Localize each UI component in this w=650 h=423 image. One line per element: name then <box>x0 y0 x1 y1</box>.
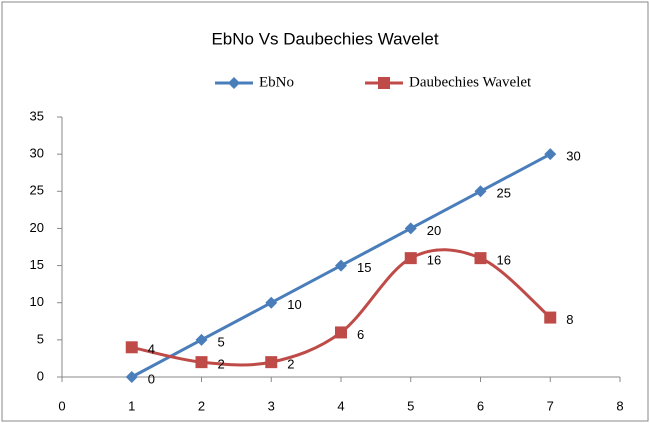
chart-title: EbNo Vs Daubechies Wavelet <box>211 29 438 48</box>
marker <box>474 185 487 198</box>
legend-marker <box>378 77 390 89</box>
data-label: 6 <box>357 327 364 342</box>
data-label: 5 <box>218 334 225 349</box>
marker <box>195 356 208 369</box>
data-label: 2 <box>287 357 294 372</box>
marker <box>125 341 138 354</box>
marker <box>404 222 417 235</box>
data-label: 16 <box>427 253 441 268</box>
data-label: 4 <box>148 342 155 357</box>
data-label: 16 <box>497 253 511 268</box>
x-tick-label: 8 <box>616 398 623 413</box>
x-tick-label: 2 <box>198 398 205 413</box>
y-tick-label: 10 <box>30 294 44 309</box>
x-tick-label: 3 <box>268 398 275 413</box>
marker <box>125 371 138 383</box>
marker <box>544 148 557 161</box>
data-label: 10 <box>287 297 301 312</box>
y-tick-label: 5 <box>37 331 44 346</box>
data-label: 0 <box>148 371 155 386</box>
marker <box>544 311 557 324</box>
y-tick-label: 20 <box>30 220 44 235</box>
y-tick-label: 25 <box>30 183 44 198</box>
x-tick-label: 0 <box>58 398 65 413</box>
marker <box>265 296 278 309</box>
data-label: 25 <box>497 186 511 201</box>
y-tick-label: 30 <box>30 146 44 161</box>
legend-marker <box>228 77 240 89</box>
x-tick-label: 7 <box>547 398 554 413</box>
data-label: 2 <box>218 357 225 372</box>
marker <box>335 326 347 339</box>
y-tick-label: 0 <box>37 368 44 383</box>
data-label: 15 <box>357 260 371 275</box>
legend-label: EbNo <box>259 74 294 90</box>
y-tick-label: 35 <box>30 108 44 123</box>
x-tick-label: 1 <box>128 398 135 413</box>
legend-label: Daubechies Wavelet <box>409 74 532 90</box>
data-label: 20 <box>427 223 441 238</box>
marker <box>474 252 487 265</box>
data-label: 30 <box>566 149 580 164</box>
marker <box>265 356 278 369</box>
y-tick-label: 15 <box>30 257 44 272</box>
x-tick-label: 4 <box>337 398 344 413</box>
data-label: 8 <box>566 312 573 327</box>
marker <box>335 259 347 272</box>
x-tick-label: 5 <box>407 398 414 413</box>
marker <box>195 333 208 346</box>
x-tick-label: 6 <box>477 398 484 413</box>
marker <box>404 252 417 265</box>
